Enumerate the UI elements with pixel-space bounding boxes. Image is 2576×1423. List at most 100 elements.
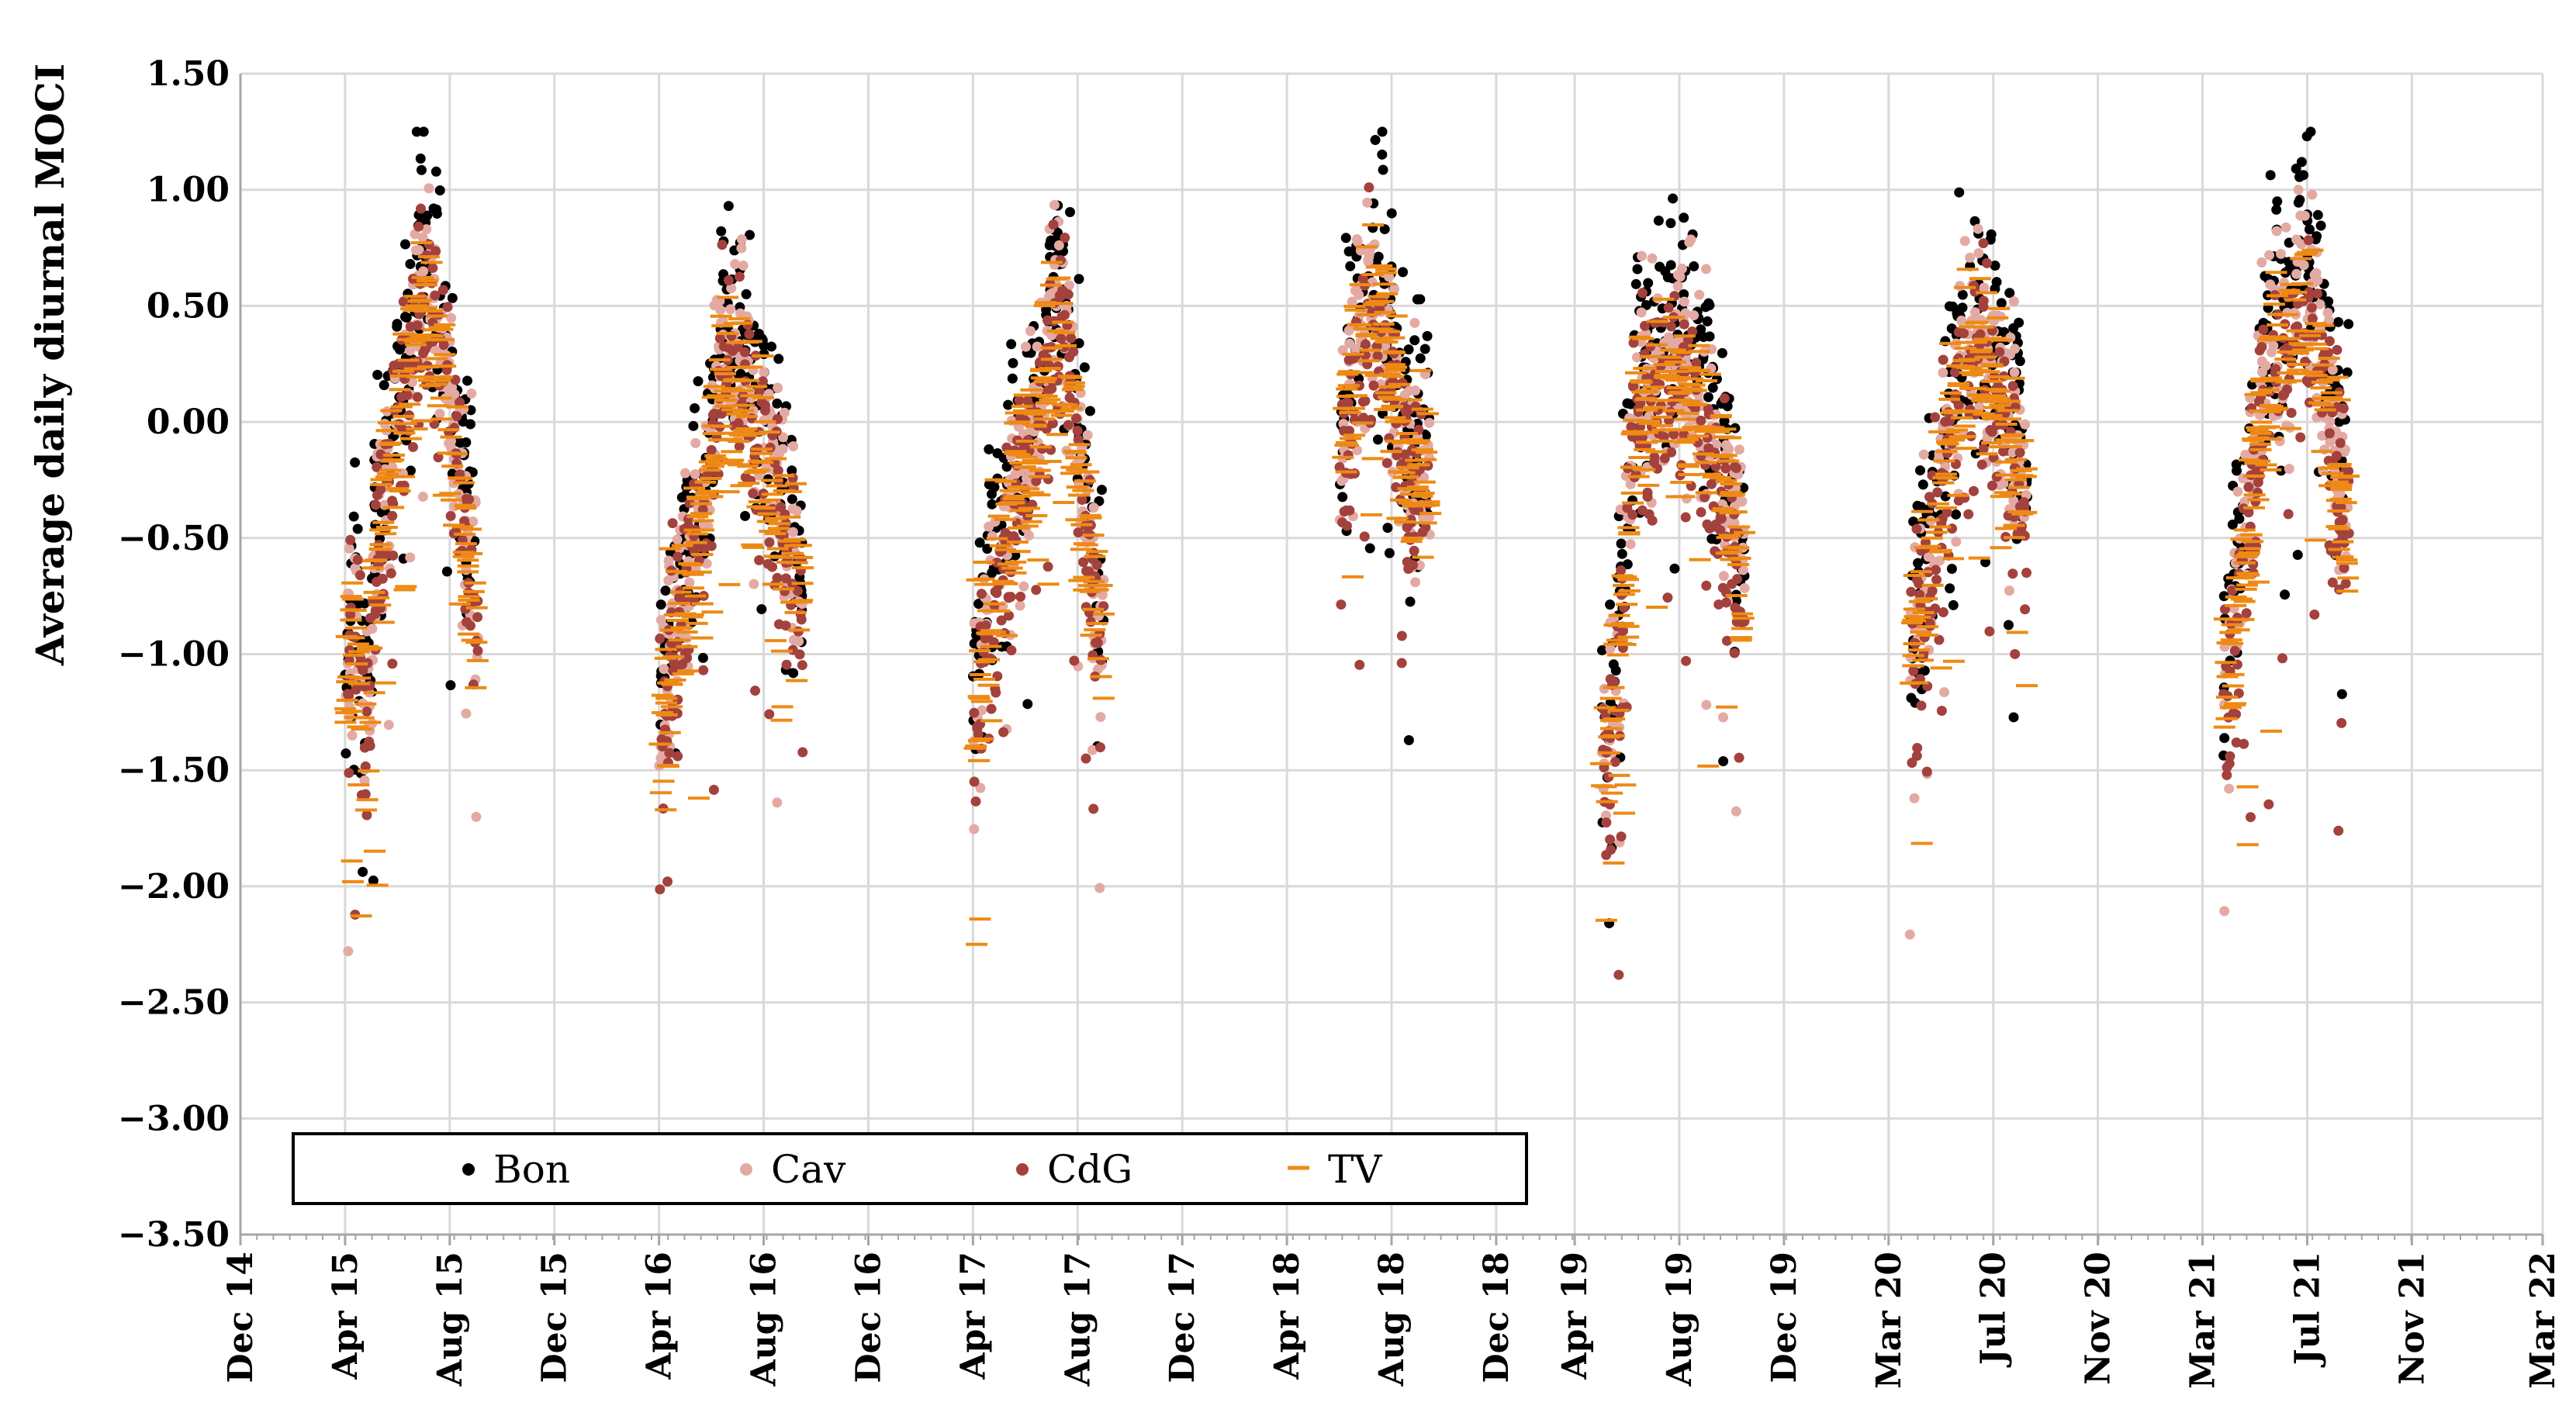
bon-point [716, 226, 727, 237]
bon-point [2280, 589, 2291, 600]
cdg-point [2336, 717, 2347, 728]
cdg-point [1092, 637, 1103, 648]
cav-point [1904, 929, 1915, 940]
cdg-point [986, 703, 997, 714]
cdg-point [2010, 648, 2021, 659]
cav-point [1032, 341, 1043, 352]
bon-point [352, 523, 363, 534]
bon-point [1605, 599, 1616, 610]
cdg-point [1354, 659, 1365, 670]
cdg-point [445, 510, 456, 521]
x-tick-label: Mar 20 [1869, 1252, 1909, 1389]
bon-point [1948, 301, 1959, 312]
cdg-point [708, 785, 719, 796]
cdg-point [1014, 395, 1025, 406]
x-tick-label: Jul 20 [1974, 1252, 2014, 1368]
cav-point [730, 259, 741, 270]
x-tick-label: Apr 18 [1267, 1252, 1307, 1380]
legend-label-tv: TV [1328, 1147, 1382, 1192]
cdg-point [1713, 599, 1724, 610]
bon-point [379, 380, 389, 391]
cdg-point [1978, 238, 1989, 249]
bon-point [723, 201, 734, 212]
cdg-point [2021, 568, 2032, 579]
cav-point [1973, 223, 1983, 234]
cav-point [772, 797, 783, 808]
cdg-point [733, 418, 744, 429]
bon-point [392, 319, 403, 330]
cav-point [466, 388, 477, 399]
bon-point [1006, 339, 1017, 350]
cav-point [1731, 806, 1741, 817]
cav-point [1918, 449, 1929, 460]
bon-point [1420, 430, 1431, 441]
cdg-point [673, 551, 683, 562]
cdg-point [1681, 655, 1692, 666]
y-tick-label: 1.00 [147, 171, 230, 210]
x-tick-label: Mar 21 [2184, 1252, 2223, 1389]
cdg-point [2303, 235, 2314, 246]
cav-point [975, 782, 986, 793]
cav-point [1363, 254, 1374, 265]
cav-point [1409, 317, 1420, 328]
cdg-point [1006, 645, 1017, 656]
cav-point [2325, 416, 2336, 427]
cav-point [2299, 210, 2310, 221]
legend-marker-bon [462, 1163, 475, 1176]
cav-point [2219, 906, 2230, 917]
bon-point [368, 876, 379, 886]
bon-point [655, 599, 666, 610]
cdg-point [1359, 531, 1370, 542]
bon-point [430, 166, 441, 177]
cdg-point [1647, 515, 1658, 526]
bon-point [766, 341, 777, 352]
cdg-point [1715, 525, 1726, 536]
cdg-point [757, 376, 768, 387]
cdg-point [2263, 799, 2274, 810]
cdg-point [455, 397, 465, 408]
bon-point [997, 641, 1008, 652]
cdg-point [2333, 825, 2344, 836]
cdg-point [1056, 311, 1067, 322]
cdg-point [1088, 803, 1099, 814]
cav-point [773, 446, 784, 457]
cdg-point [407, 441, 418, 452]
cav-point [788, 441, 799, 452]
bon-point [405, 465, 416, 476]
cdg-point [1360, 350, 1371, 361]
cav-point [2276, 248, 2287, 259]
cav-point [1689, 310, 1699, 321]
cdg-point [1930, 412, 1941, 423]
bon-point [1704, 331, 1715, 342]
cdg-point [1663, 302, 1674, 313]
cdg-point [2229, 645, 2240, 656]
cdg-point [1991, 471, 2002, 482]
cdg-point [1081, 753, 1091, 764]
bon-point [1422, 330, 1433, 341]
bon-point [1996, 298, 2007, 309]
cdg-point [1931, 565, 1942, 575]
cdg-point [2222, 769, 2232, 780]
bon-point [1722, 401, 1733, 412]
cdg-point [980, 620, 991, 630]
x-tick-label: Aug 17 [1058, 1252, 1098, 1387]
cdg-point [1015, 591, 1026, 602]
cdg-point [1730, 603, 1741, 613]
cav-point [2291, 268, 2302, 279]
cdg-point [412, 320, 423, 331]
bon-point [1610, 665, 1621, 676]
cav-point [701, 558, 712, 569]
cav-point [1049, 199, 1060, 210]
cdg-point [1601, 850, 1612, 861]
cdg-point [1642, 491, 1653, 502]
cdg-point [1739, 615, 1750, 626]
cdg-point [797, 660, 807, 671]
cav-point [1351, 234, 1362, 245]
cav-point [672, 534, 683, 545]
bon-point [773, 354, 784, 364]
cav-point [1082, 430, 1093, 440]
bon-point [740, 510, 751, 521]
bon-point [1679, 288, 1689, 299]
x-tick-label: Apr 17 [953, 1252, 993, 1380]
bon-point [1616, 548, 1627, 559]
